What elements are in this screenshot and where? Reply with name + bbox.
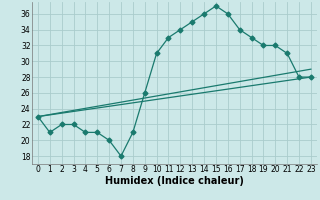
X-axis label: Humidex (Indice chaleur): Humidex (Indice chaleur) <box>105 176 244 186</box>
